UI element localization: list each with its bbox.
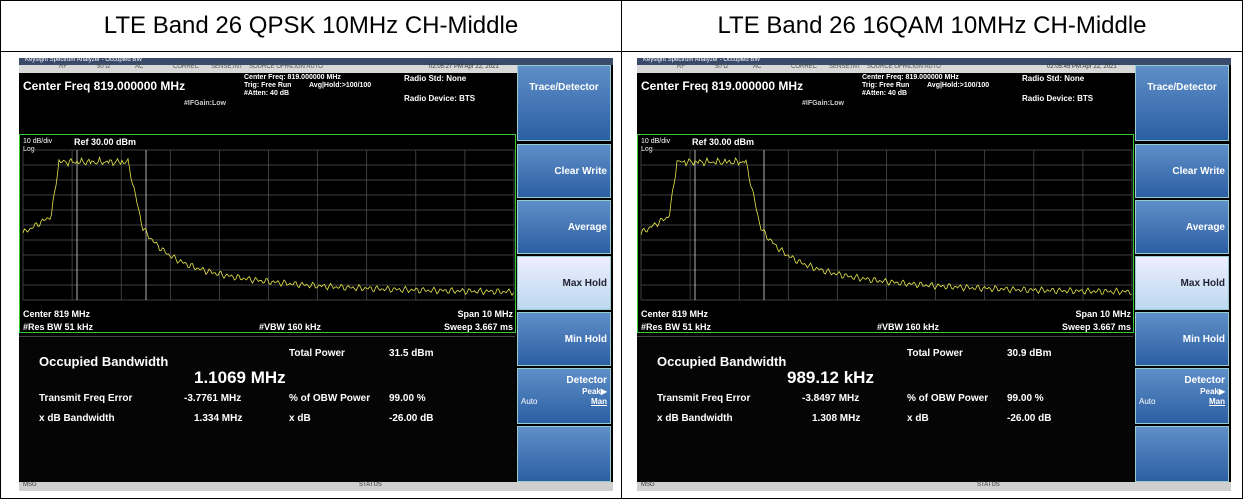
label: Occupied Bandwidth	[657, 354, 786, 369]
menu-blank	[1135, 426, 1229, 482]
center: Center 819 MHz	[23, 309, 90, 319]
label: x dB Bandwidth	[657, 413, 733, 424]
value: -26.00 dB	[389, 413, 433, 424]
label: Total Power	[289, 348, 345, 359]
value: 30.9 dBm	[1007, 348, 1051, 359]
label: Occupied Bandwidth	[39, 354, 168, 369]
analyzer-screenshot: Keysight Spectrum Analyzer - Occupied BW…	[19, 58, 613, 491]
label: x dB Bandwidth	[39, 413, 115, 424]
menu-button: Min Hold	[517, 312, 611, 366]
label: % of OBW Power	[289, 393, 370, 404]
value: 1.1069 MHz	[194, 368, 286, 388]
value: 99.00 %	[389, 393, 426, 404]
menu-blank	[517, 426, 611, 482]
menu-button: Clear Write	[517, 144, 611, 198]
analyzer-screenshot: Keysight Spectrum Analyzer - Occupied BW…	[637, 58, 1231, 491]
menu-title: Trace/Detector	[1135, 65, 1229, 141]
sweep: Sweep 3.667 ms	[1062, 322, 1131, 332]
man: Man	[1209, 397, 1225, 406]
menu-title: Trace/Detector	[517, 65, 611, 141]
label: x dB	[907, 413, 929, 424]
menu-button: Average	[517, 200, 611, 254]
label: % of OBW Power	[907, 393, 988, 404]
status-label: STATUS	[977, 482, 1000, 488]
status-bar	[637, 482, 1231, 491]
span: Span 10 MHz	[1075, 309, 1131, 319]
divider	[621, 1, 622, 498]
res-bw: #Res BW 51 kHz	[641, 322, 711, 332]
status-msg: MSG	[641, 482, 655, 488]
value: 31.5 dBm	[389, 348, 433, 359]
detector: Detector	[1184, 375, 1225, 386]
menu-button: Min Hold	[1135, 312, 1229, 366]
divider	[1, 51, 1242, 52]
res-bw: #Res BW 51 kHz	[23, 322, 93, 332]
menu-button: Average	[1135, 200, 1229, 254]
value: 99.00 %	[1007, 393, 1044, 404]
label: Transmit Freq Error	[39, 393, 132, 404]
detector: Detector	[566, 375, 607, 386]
menu-button: Clear Write	[1135, 144, 1229, 198]
status-bar	[19, 482, 613, 491]
vbw: #VBW 160 kHz	[877, 322, 939, 332]
value: 989.12 kHz	[787, 368, 874, 388]
column-header: LTE Band 26 16QAM 10MHz CH-Middle	[622, 1, 1242, 51]
value: 1.308 MHz	[812, 413, 860, 424]
vbw: #VBW 160 kHz	[259, 322, 321, 332]
report-table: LTE Band 26 QPSK 10MHz CH-MiddleLTE Band…	[0, 0, 1243, 499]
man: Man	[591, 397, 607, 406]
label: Transmit Freq Error	[657, 393, 750, 404]
column-header: LTE Band 26 QPSK 10MHz CH-Middle	[1, 1, 621, 51]
value: -26.00 dB	[1007, 413, 1051, 424]
menu-button: Max Hold	[517, 256, 611, 310]
menu-button: DetectorPeak▶ Auto Man	[1135, 368, 1229, 424]
status-label: STATUS	[359, 482, 382, 488]
value: 1.334 MHz	[194, 413, 242, 424]
center: Center 819 MHz	[641, 309, 708, 319]
detector-value: Peak▶	[582, 387, 607, 396]
span: Span 10 MHz	[457, 309, 513, 319]
auto: Auto	[521, 397, 537, 406]
status-msg: MSG	[23, 482, 37, 488]
label: x dB	[289, 413, 311, 424]
value: -3.8497 MHz	[802, 393, 859, 404]
label: Total Power	[907, 348, 963, 359]
sweep: Sweep 3.667 ms	[444, 322, 513, 332]
menu-button: Max Hold	[1135, 256, 1229, 310]
value: -3.7761 MHz	[184, 393, 241, 404]
auto: Auto	[1139, 397, 1155, 406]
detector-value: Peak▶	[1200, 387, 1225, 396]
